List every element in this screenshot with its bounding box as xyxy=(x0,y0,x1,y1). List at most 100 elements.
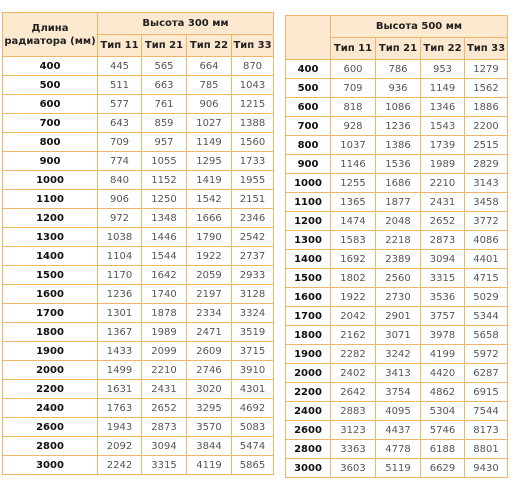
power-cell: 3324 xyxy=(230,303,275,323)
type-header: Тип 22 xyxy=(186,34,232,57)
length-cell: 2600 xyxy=(285,420,331,440)
power-cell: 2431 xyxy=(420,192,465,212)
data-row: 900 774 1055 1295 1733 xyxy=(2,151,275,171)
length-cell: 1100 xyxy=(2,189,98,209)
data-row: 1600 1922 2730 3536 5029 xyxy=(285,287,509,307)
height-header: Высота 500 мм xyxy=(329,15,509,38)
power-cell: 2197 xyxy=(186,284,232,304)
power-cell: 1922 xyxy=(186,246,232,266)
power-cell: 2151 xyxy=(230,189,275,209)
length-cell: 600 xyxy=(2,94,98,114)
data-row: 2200 2642 3754 4862 6915 xyxy=(285,382,509,402)
power-cell: 1170 xyxy=(97,265,142,285)
power-cell: 1666 xyxy=(186,208,232,228)
power-cell: 5083 xyxy=(230,417,275,437)
length-header xyxy=(285,15,331,60)
power-cell: 2431 xyxy=(141,379,187,399)
length-cell: 700 xyxy=(285,116,331,136)
power-cell: 3978 xyxy=(420,325,465,345)
power-cell: 1740 xyxy=(141,284,187,304)
data-row: 700 643 859 1027 1388 xyxy=(2,113,275,133)
data-row: 500 709 936 1149 1562 xyxy=(285,78,509,98)
power-cell: 3603 xyxy=(330,458,376,478)
power-cell: 2746 xyxy=(186,360,232,380)
length-cell: 800 xyxy=(2,132,98,152)
power-cell: 2059 xyxy=(186,265,232,285)
power-cell: 5972 xyxy=(463,344,509,364)
power-cell: 6188 xyxy=(420,439,465,459)
power-cell: 1365 xyxy=(330,192,376,212)
length-cell: 400 xyxy=(2,56,98,76)
power-cell: 3536 xyxy=(420,287,465,307)
power-cell: 1877 xyxy=(375,192,421,212)
power-cell: 2515 xyxy=(463,135,509,155)
power-cell: 8173 xyxy=(463,420,509,440)
length-cell: 2000 xyxy=(2,360,98,380)
power-cell: 6915 xyxy=(463,382,509,402)
power-cell: 840 xyxy=(97,170,142,190)
power-cell: 4095 xyxy=(375,401,421,421)
data-row: 1900 2282 3242 4199 5972 xyxy=(285,344,509,364)
length-cell: 1500 xyxy=(2,265,98,285)
power-cell: 8801 xyxy=(463,439,509,459)
power-cell: 1446 xyxy=(141,227,187,247)
data-row: 3000 3603 5119 6629 9430 xyxy=(285,458,509,478)
data-row: 2600 3123 4437 5746 8173 xyxy=(285,420,509,440)
power-cell: 2334 xyxy=(186,303,232,323)
power-cell: 643 xyxy=(97,113,142,133)
power-cell: 5119 xyxy=(375,458,421,478)
power-cell: 1146 xyxy=(330,154,376,174)
power-cell: 5658 xyxy=(463,325,509,345)
length-cell: 2000 xyxy=(285,363,331,383)
power-cell: 1686 xyxy=(375,173,421,193)
power-cell: 2242 xyxy=(97,455,142,475)
power-cell: 3570 xyxy=(186,417,232,437)
data-row: 600 577 761 906 1215 xyxy=(2,94,275,114)
data-row: 2200 1631 2431 3020 4301 xyxy=(2,379,275,399)
power-cell: 1692 xyxy=(330,249,376,269)
length-cell: 1000 xyxy=(285,173,331,193)
power-cell: 1152 xyxy=(141,170,187,190)
data-row: 1800 1367 1989 2471 3519 xyxy=(2,322,275,342)
power-cell: 445 xyxy=(97,56,142,76)
power-cell: 3458 xyxy=(463,192,509,212)
data-row: 800 1037 1386 1739 2515 xyxy=(285,135,509,155)
power-cell: 2042 xyxy=(330,306,376,326)
power-cell: 1419 xyxy=(186,170,232,190)
type-row: Тип 11 Тип 21 Тип 22 Тип 33 xyxy=(286,37,509,60)
power-cell: 2210 xyxy=(141,360,187,380)
length-cell: 1700 xyxy=(285,306,331,326)
data-row: 3000 2242 3315 4119 5865 xyxy=(2,455,275,475)
power-cell: 3071 xyxy=(375,325,421,345)
data-row: 2400 2883 4095 5304 7544 xyxy=(285,401,509,421)
length-cell: 500 xyxy=(285,78,331,98)
power-cell: 664 xyxy=(186,56,232,76)
power-cell: 663 xyxy=(141,75,187,95)
data-row: 400 600 786 953 1279 xyxy=(285,59,509,79)
data-row: 1100 1365 1877 2431 3458 xyxy=(285,192,509,212)
power-cell: 1295 xyxy=(186,151,232,171)
power-cell: 3094 xyxy=(420,249,465,269)
power-cell: 511 xyxy=(97,75,142,95)
power-cell: 9430 xyxy=(463,458,509,478)
power-cell: 6629 xyxy=(420,458,465,478)
power-cell: 4401 xyxy=(463,249,509,269)
power-cell: 2402 xyxy=(330,363,376,383)
power-cell: 2873 xyxy=(420,230,465,250)
length-cell: 1600 xyxy=(285,287,331,307)
power-cell: 6287 xyxy=(463,363,509,383)
power-cell: 1583 xyxy=(330,230,376,250)
power-cell: 2933 xyxy=(230,265,275,285)
power-cell: 565 xyxy=(141,56,187,76)
power-cell: 1236 xyxy=(375,116,421,136)
length-header: Длина радиатора (мм) xyxy=(2,12,98,57)
power-cell: 2652 xyxy=(141,398,187,418)
power-cell: 4301 xyxy=(230,379,275,399)
height-header: Высота 300 мм xyxy=(96,12,275,35)
power-cell: 786 xyxy=(375,59,421,79)
power-cell: 2048 xyxy=(375,211,421,231)
length-cell: 1300 xyxy=(285,230,331,250)
length-cell: 3000 xyxy=(285,458,331,478)
power-cell: 3242 xyxy=(375,344,421,364)
